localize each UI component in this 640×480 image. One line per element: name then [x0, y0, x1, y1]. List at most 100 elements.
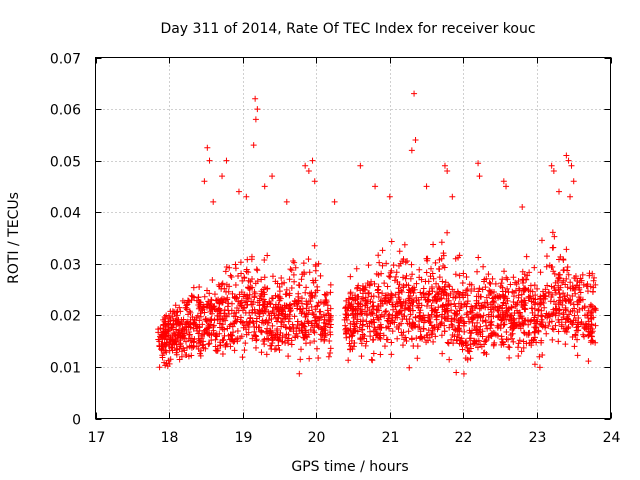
- data-point: [176, 321, 183, 328]
- data-point: [408, 261, 415, 268]
- data-point: [232, 261, 239, 268]
- data-point: [589, 309, 596, 316]
- data-point: [413, 280, 420, 287]
- data-point: [543, 330, 550, 337]
- data-point: [362, 342, 369, 349]
- data-point: [471, 285, 478, 292]
- data-point: [567, 308, 574, 315]
- data-point: [365, 290, 372, 297]
- data-point: [445, 312, 452, 319]
- data-point: [355, 301, 362, 308]
- data-point: [506, 316, 513, 323]
- data-point: [272, 292, 279, 299]
- data-point: [368, 356, 375, 363]
- data-point: [286, 325, 293, 332]
- data-point: [549, 325, 556, 332]
- data-point: [203, 326, 210, 333]
- data-point: [420, 326, 427, 333]
- data-point: [535, 306, 542, 313]
- data-point: [490, 342, 497, 349]
- data-point: [325, 310, 332, 317]
- data-point: [475, 254, 482, 261]
- data-point: [374, 314, 381, 321]
- data-point: [485, 313, 492, 320]
- data-point: [505, 305, 512, 312]
- data-point: [556, 291, 563, 298]
- data-point: [395, 325, 402, 332]
- x-tick-label: 17: [88, 430, 106, 446]
- data-point: [523, 253, 530, 260]
- data-point: [302, 162, 309, 169]
- data-point: [409, 287, 416, 294]
- data-point: [397, 260, 404, 267]
- data-point: [299, 322, 306, 329]
- data-point: [510, 274, 517, 281]
- data-point: [552, 322, 559, 329]
- data-point: [483, 337, 490, 344]
- data-point: [411, 90, 418, 97]
- data-point: [428, 305, 435, 312]
- data-point: [219, 280, 226, 287]
- data-point: [542, 322, 549, 329]
- data-point: [204, 287, 211, 294]
- data-point: [570, 301, 577, 308]
- data-point: [183, 321, 190, 328]
- data-point: [260, 320, 267, 327]
- data-point: [173, 349, 180, 356]
- data-point: [416, 266, 423, 273]
- data-point: [222, 268, 229, 275]
- data-point: [447, 301, 454, 308]
- data-point: [268, 316, 275, 323]
- data-point: [312, 261, 319, 268]
- data-point: [551, 270, 558, 277]
- data-point: [456, 307, 463, 314]
- data-point: [428, 265, 435, 272]
- data-point: [166, 347, 173, 354]
- data-point: [327, 316, 334, 323]
- data-point: [317, 272, 324, 279]
- data-point: [347, 302, 354, 309]
- data-point: [159, 352, 166, 359]
- data-point: [477, 323, 484, 330]
- x-tick-label: 24: [603, 430, 621, 446]
- data-point: [592, 322, 599, 329]
- data-point: [482, 284, 489, 291]
- data-point: [491, 289, 498, 296]
- data-point: [392, 291, 399, 298]
- data-point: [379, 247, 386, 254]
- data-point: [278, 323, 285, 330]
- data-point: [535, 327, 542, 334]
- data-point: [165, 332, 172, 339]
- data-point: [524, 272, 531, 279]
- data-point: [282, 339, 289, 346]
- data-point: [308, 320, 315, 327]
- data-point: [386, 193, 393, 200]
- data-point: [522, 317, 529, 324]
- data-point: [561, 293, 568, 300]
- data-point: [350, 306, 357, 313]
- data-point: [309, 310, 316, 317]
- data-point: [564, 292, 571, 299]
- data-point: [275, 314, 282, 321]
- data-point: [230, 313, 237, 320]
- data-point: [457, 337, 464, 344]
- data-point: [579, 296, 586, 303]
- data-point: [412, 137, 419, 144]
- data-point: [252, 344, 259, 351]
- data-point: [214, 312, 221, 319]
- data-point: [165, 320, 172, 327]
- data-point: [279, 338, 286, 345]
- data-point: [374, 287, 381, 294]
- data-point: [308, 303, 315, 310]
- data-point: [402, 275, 409, 282]
- data-point: [565, 271, 572, 278]
- data-point: [446, 324, 453, 331]
- data-point: [236, 291, 243, 298]
- data-point: [420, 290, 427, 297]
- data-point: [290, 258, 297, 265]
- data-point: [386, 298, 393, 305]
- data-point: [362, 284, 369, 291]
- data-point: [520, 321, 527, 328]
- data-point: [407, 275, 414, 282]
- data-point: [297, 305, 304, 312]
